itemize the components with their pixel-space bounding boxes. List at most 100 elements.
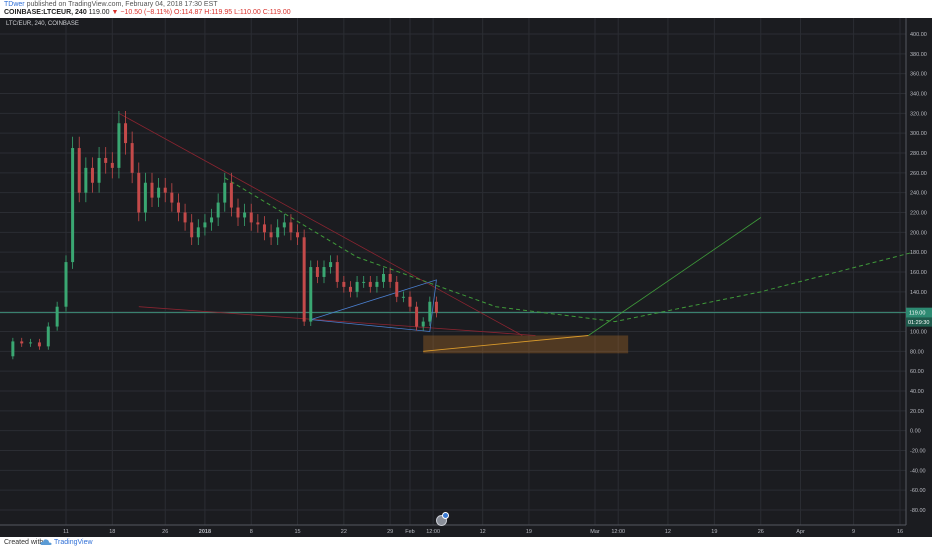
candle-body	[382, 273, 386, 282]
candle-body	[190, 222, 194, 238]
candle-body	[415, 306, 419, 327]
orange-trend-line	[423, 335, 589, 352]
last-price-label: 119.00	[909, 311, 925, 317]
y-tick-label: 100.00	[910, 330, 927, 336]
countdown-tag	[906, 317, 932, 327]
candle-body	[223, 182, 227, 203]
change-value: −10.50 (−8.11%)	[120, 9, 173, 16]
candle-body	[309, 267, 313, 322]
candle-body	[421, 321, 425, 327]
candle-body	[276, 227, 280, 238]
candle-body	[157, 187, 161, 198]
y-tick-label: 200.00	[910, 230, 927, 236]
candle-body	[322, 267, 326, 277]
candle-body	[428, 301, 432, 322]
candle-body	[362, 281, 366, 283]
blue-wedge	[310, 279, 437, 332]
candle-body	[315, 267, 319, 277]
open-value: O:114.87	[174, 9, 203, 16]
candle-body	[434, 301, 438, 313]
candle-body	[183, 212, 187, 223]
publication-line: TDwer published on TradingView.com, Febr…	[4, 1, 218, 8]
x-tick-label: 11	[63, 529, 69, 535]
y-tick-label: 0.00	[910, 429, 921, 435]
x-tick-label: Feb	[405, 529, 414, 535]
candle-body	[90, 167, 94, 183]
user-avatar-icon[interactable]	[436, 515, 447, 526]
y-tick-label: -20.00	[910, 449, 926, 455]
low-value: L:110.00	[234, 9, 261, 16]
chart-canvas[interactable]: -80.00 -60.00 -40.00 -20.00 0.00 20.00 40.00 60…	[0, 18, 932, 537]
candle-body	[229, 182, 233, 208]
x-tick-label: 12	[665, 529, 671, 535]
y-tick-label: 400.00	[910, 32, 927, 38]
author-link[interactable]: TDwer	[4, 1, 25, 8]
y-tick-label: 60.00	[910, 369, 924, 375]
upper-trend-line	[118, 112, 523, 336]
y-tick-label: 140.00	[910, 290, 927, 296]
publication-header: TDwer published on TradingView.com, Febr…	[0, 0, 932, 18]
candle-body	[110, 162, 114, 168]
candle-body	[269, 232, 273, 238]
candle-body	[348, 286, 352, 292]
candle-body	[150, 182, 154, 198]
close-value: C:119.00	[262, 9, 291, 16]
y-tick-label: -60.00	[910, 488, 926, 494]
price-chart[interactable]: -80.00 -60.00 -40.00 -20.00 0.00 20.00 40.00 60…	[0, 18, 932, 537]
candle-body	[64, 262, 68, 307]
candle-body	[124, 123, 128, 144]
candle-body	[11, 341, 15, 357]
x-tick-label: 9	[852, 529, 855, 535]
y-tick-label: 40.00	[910, 389, 924, 395]
y-tick-label: 320.00	[910, 111, 927, 117]
candle-body	[401, 296, 405, 298]
candle-body	[302, 237, 306, 322]
x-tick-label: 19	[711, 529, 717, 535]
x-tick-label: 16	[897, 529, 903, 535]
x-tick-label: 18	[109, 529, 115, 535]
x-tick-label: 29	[387, 529, 393, 535]
candle-body	[210, 217, 214, 223]
y-tick-label: 160.00	[910, 270, 927, 276]
y-tick-label: 280.00	[910, 151, 927, 157]
dashed-projection-curve	[224, 177, 914, 323]
candle-body	[196, 227, 200, 238]
x-tick-label: 2018	[199, 529, 211, 535]
candle-body	[395, 281, 399, 297]
x-tick-label: 8	[250, 529, 253, 535]
footer: Created with TradingView	[0, 537, 932, 550]
support-zone	[423, 335, 629, 354]
candle-body	[388, 273, 392, 282]
candle-body	[329, 262, 333, 268]
down-arrow-icon: ▼	[111, 9, 119, 16]
candle-body	[143, 182, 147, 213]
candle-body	[408, 296, 412, 307]
last-price-tag	[906, 307, 932, 318]
x-tick-label: 12:00	[611, 529, 625, 535]
candle-body	[342, 281, 346, 287]
x-tick-label: 12:00	[426, 529, 440, 535]
y-tick-label: 180.00	[910, 250, 927, 256]
candle-body	[296, 232, 300, 238]
x-tick-label: Mar	[590, 529, 600, 535]
y-tick-label: 220.00	[910, 211, 927, 217]
candle-body	[282, 222, 286, 228]
countdown-label: 01:29:30	[908, 320, 929, 326]
candle-body	[163, 187, 167, 193]
tradingview-brand[interactable]: TradingView	[54, 539, 93, 546]
candle-body	[176, 202, 180, 213]
candle-body	[71, 148, 75, 263]
candle-body	[37, 342, 41, 347]
candle-body	[117, 123, 121, 168]
published-text: published on TradingView.com, February 0…	[26, 1, 218, 8]
candle-body	[368, 281, 372, 287]
candle-body	[77, 148, 81, 193]
y-tick-label: 80.00	[910, 349, 924, 355]
candle-body	[249, 212, 253, 223]
y-tick-label: 340.00	[910, 92, 927, 98]
chart-title: LTC/EUR, 240, COINBASE	[6, 21, 79, 27]
green-projection-line	[588, 217, 762, 336]
y-tick-label: 20.00	[910, 409, 924, 415]
y-tick-label: -40.00	[910, 468, 926, 474]
x-tick-label: 15	[294, 529, 300, 535]
